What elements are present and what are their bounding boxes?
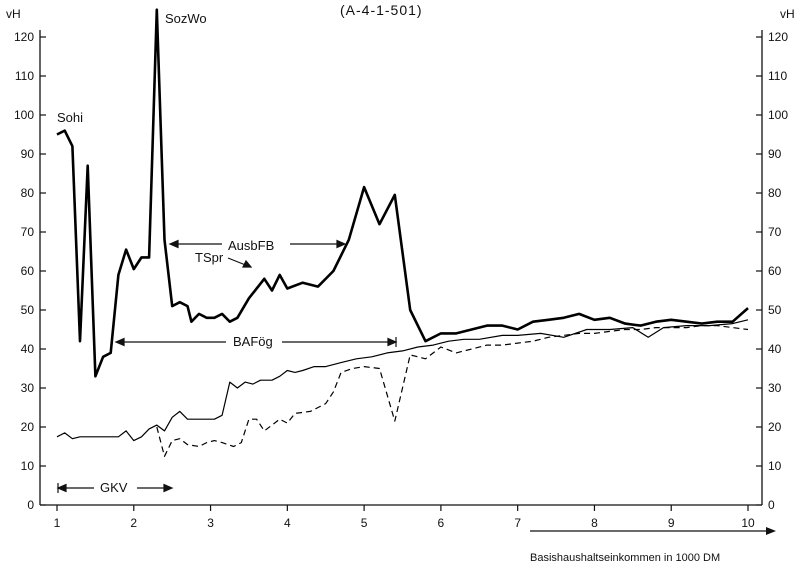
annotation-sozwo: SozWo: [165, 11, 207, 26]
y-tick-label-left: 70: [21, 225, 35, 239]
y-tick-label-right: 70: [768, 225, 782, 239]
x-axis-label: Basishaushaltseinkommen in 1000 DM: [530, 552, 720, 564]
annotation-gkv: GKV: [100, 480, 128, 495]
x-tick-label: 10: [741, 516, 755, 530]
y-tick-label-right: 20: [768, 420, 782, 434]
y-tick-label-left: 20: [21, 420, 35, 434]
x-tick-label: 8: [591, 516, 598, 530]
bafoeg-arrowhead-left: [114, 337, 125, 347]
annotation-ausbfb: AusbFB: [228, 238, 274, 253]
y-axis-left-unit: vH: [6, 7, 21, 21]
y-tick-label-right: 50: [768, 303, 782, 317]
y-tick-label-left: 80: [21, 186, 35, 200]
x-tick-label: 5: [361, 516, 368, 530]
axes: 0 0 10 10 20 20 30 30 40 40 50 50 60 60 70 70 80 80 90 90 10…: [14, 30, 788, 530]
y-tick-label-left: 90: [21, 147, 35, 161]
annotation-arrows: [56, 239, 398, 493]
ausbfb-arrowhead-right: [336, 239, 347, 249]
x-tick-label: 2: [130, 516, 137, 530]
x-axis-label-arrow: [530, 527, 776, 535]
tspr-pointer-head: [242, 259, 253, 268]
x-tick-label: 4: [284, 516, 291, 530]
annotation-bafoeg: BAFög: [233, 334, 273, 349]
y-tick-label-right: 90: [768, 147, 782, 161]
y-tick-label-left: 50: [21, 303, 35, 317]
gkv-arrowhead-right: [163, 483, 174, 493]
y-tick-label-right: 60: [768, 264, 782, 278]
y-tick-label-right: 80: [768, 186, 782, 200]
y-tick-label-left: 60: [21, 264, 35, 278]
y-tick-label-left: 30: [21, 381, 35, 395]
y-tick-label-left: 120: [14, 30, 34, 44]
x-tick-label: 3: [207, 516, 214, 530]
y-tick-label-left: 110: [15, 69, 34, 83]
x-tick-label: 7: [514, 516, 521, 530]
ausbfb-arrowhead-left: [168, 239, 179, 249]
y-tick-label-right: 120: [768, 30, 788, 44]
y-tick-label-right: 40: [768, 342, 782, 356]
y-tick-label-right: 30: [768, 381, 782, 395]
x-tick-label: 6: [438, 516, 445, 530]
x-tick-label: 9: [668, 516, 675, 530]
series-layer: [56, 8, 749, 457]
bafoeg-arrowhead-right: [387, 337, 398, 347]
series-line-gkv: [56, 319, 749, 442]
gkv-arrowhead-left: [56, 483, 67, 493]
y-tick-label-right: 10: [768, 459, 782, 473]
y-tick-label-right: 0: [768, 498, 775, 512]
y-tick-label-left: 40: [21, 342, 35, 356]
y-tick-label-left: 100: [14, 108, 34, 122]
y-tick-label-left: 10: [21, 459, 35, 473]
annotation-tspr: TSpr: [195, 250, 224, 265]
y-tick-label-left: 0: [27, 498, 34, 512]
series-line-tspr: [56, 8, 749, 378]
y-tick-label-right: 100: [768, 108, 788, 122]
series-line-baf-g: [156, 325, 749, 457]
y-tick-label-right: 110: [768, 69, 787, 83]
x-tick-label: 1: [54, 516, 61, 530]
y-axis-right-unit: vH: [780, 7, 795, 21]
annotation-sohi: Sohi: [57, 110, 83, 125]
chart-title: (A-4-1-501): [340, 2, 423, 18]
